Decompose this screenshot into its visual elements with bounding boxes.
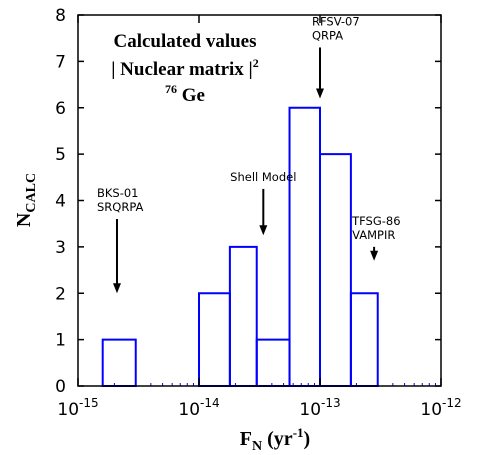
annotation-label: QRPA (312, 28, 343, 42)
annotation-label: RFSV-07 (312, 14, 360, 28)
histogram-bar (198, 292, 231, 387)
histogram-bar (288, 106, 322, 387)
x-axis-ticks: 10-15 10-14 10-13 10-12 (57, 15, 462, 420)
x-tick-label: 10-13 (299, 396, 340, 420)
annotation-shell: Shell Model (230, 170, 296, 236)
title-line-3: 76 Ge (165, 82, 205, 106)
y-tick-label: 2 (55, 284, 66, 304)
annotation-label: TFSG-86 (351, 214, 400, 228)
y-tick-label: 5 (55, 145, 66, 165)
x-axis-label: FN (yr-1) (240, 425, 310, 454)
title-line-2: | Nuclear matrix |2 (111, 56, 259, 80)
x-tick-label: 10-14 (178, 396, 219, 420)
x-tick-label: 10-12 (420, 396, 461, 420)
y-tick-label: 0 (55, 377, 66, 397)
histogram-bar (101, 338, 137, 387)
y-tick-label: 6 (55, 99, 66, 119)
annotation-arrow-head (316, 88, 324, 99)
title-line-1: Calculated values (113, 31, 256, 52)
histogram-bar (228, 245, 258, 387)
histogram-bar (255, 338, 291, 387)
annotation-arrow-head (370, 250, 379, 261)
annotation-arrow-head (259, 225, 268, 236)
annotation-label: Shell Model (230, 170, 296, 184)
y-axis-label: NCALC (13, 173, 39, 227)
x-tick-label: 10-15 (57, 396, 98, 420)
annotation-label: VAMPIR (352, 228, 395, 242)
annotation-arrow-head (112, 283, 121, 294)
y-tick-label: 3 (55, 238, 66, 258)
histogram-bar (319, 153, 352, 387)
y-axis-ticks: 0 1 2 3 4 5 6 7 8 (55, 6, 441, 397)
histogram-bar (349, 292, 379, 387)
annotation-label: SRQRPA (97, 200, 144, 214)
y-tick-label: 1 (55, 331, 66, 351)
y-tick-label: 4 (55, 192, 66, 212)
histogram-bars (101, 106, 379, 387)
y-tick-label: 8 (55, 6, 66, 26)
annotation-label: BKS-01 (97, 186, 139, 200)
y-tick-label: 7 (55, 52, 66, 72)
